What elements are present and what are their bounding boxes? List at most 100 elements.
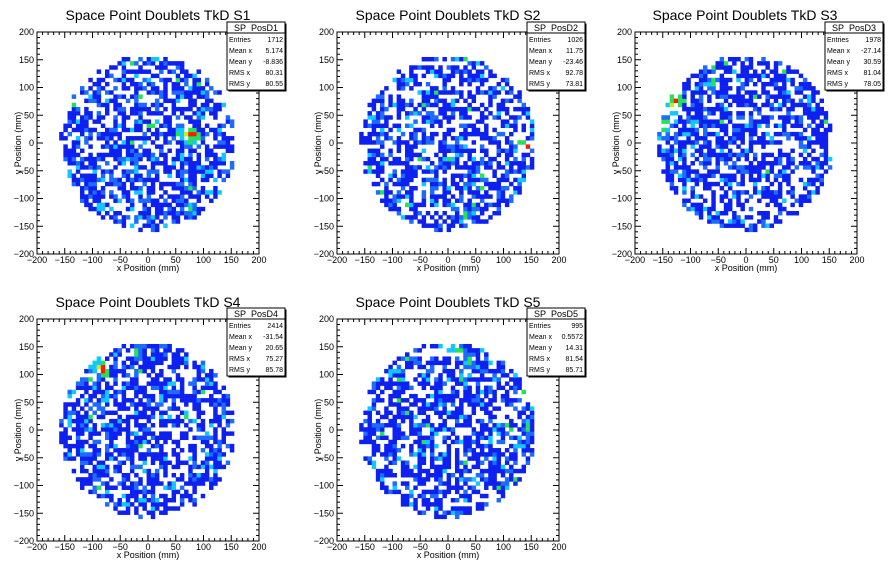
- heatmap-bin: [138, 186, 143, 191]
- heatmap-bin: [396, 140, 402, 145]
- heatmap-bin: [67, 123, 72, 129]
- heatmap-bin: [479, 119, 485, 124]
- heatmap-bin: [732, 219, 737, 224]
- heatmap-bin: [467, 423, 472, 428]
- heatmap-bin: [200, 106, 206, 112]
- heatmap-bin: [682, 140, 687, 145]
- heatmap-bin: [463, 389, 468, 395]
- heatmap-bin: [154, 406, 160, 411]
- heatmap-bin: [146, 173, 152, 178]
- heatmap-bin: [434, 468, 439, 474]
- heatmap-bin: [752, 156, 758, 162]
- heatmap-bin: [109, 148, 114, 154]
- heatmap-bin: [819, 161, 824, 166]
- heatmap-bin: [475, 127, 481, 133]
- heatmap-bin: [209, 385, 214, 391]
- heatmap-bin: [811, 119, 816, 124]
- heatmap-bin: [765, 161, 770, 166]
- heatmap-bin: [171, 98, 177, 104]
- heatmap-bin: [794, 115, 800, 120]
- heatmap-bin: [707, 219, 712, 224]
- heatmap-bin: [740, 111, 745, 116]
- heatmap-bin: [175, 86, 181, 91]
- heatmap-bin: [63, 123, 68, 129]
- heatmap-bin: [196, 427, 202, 432]
- heatmap-bin: [171, 90, 177, 95]
- heatmap-bin: [421, 385, 427, 391]
- heatmap-bin: [488, 410, 493, 416]
- heatmap-bin: [188, 190, 193, 195]
- heatmap-bin: [694, 131, 700, 137]
- heatmap-bin: [192, 86, 197, 91]
- heatmap-bin: [71, 456, 77, 461]
- heatmap-bin: [521, 165, 526, 170]
- heatmap-bin: [117, 452, 122, 457]
- heatmap-bin: [773, 156, 779, 162]
- heatmap-bin: [471, 219, 477, 224]
- heatmap-bin: [134, 435, 139, 441]
- heatmap-bin: [673, 165, 679, 170]
- heatmap-bin: [727, 156, 733, 162]
- heatmap-bin: [100, 215, 106, 220]
- heatmap-bin: [484, 202, 489, 208]
- heatmap-bin: [125, 115, 131, 120]
- heatmap-bin: [213, 439, 218, 445]
- heatmap-bin: [761, 86, 766, 91]
- heatmap-bin: [125, 148, 131, 154]
- heatmap-bin: [171, 389, 177, 395]
- heatmap-bin: [84, 389, 89, 395]
- heatmap-bin: [421, 119, 427, 124]
- stats-label: Entries: [229, 323, 251, 330]
- heatmap-bin: [404, 161, 410, 166]
- heatmap-bin: [463, 481, 468, 486]
- heatmap-bin: [467, 418, 472, 424]
- heatmap-bin: [134, 423, 139, 428]
- heatmap-bin: [146, 106, 152, 112]
- heatmap-bin: [715, 131, 720, 137]
- heatmap-bin: [150, 90, 156, 95]
- heatmap-bin: [396, 69, 402, 74]
- heatmap-bin: [150, 156, 156, 162]
- heatmap-bin: [179, 393, 185, 399]
- heatmap-bin: [702, 186, 708, 191]
- axis-ticks: −200 −150 −100 −50 0 50 100 150 200−200−150−100−…: [314, 27, 567, 265]
- heatmap-bin: [463, 497, 468, 503]
- heatmap-bin: [413, 127, 418, 133]
- heatmap-bin: [175, 169, 181, 174]
- heatmap-bin: [192, 98, 197, 104]
- heatmap-bin: [669, 102, 675, 108]
- heatmap-bin: [84, 477, 89, 482]
- heatmap-bin: [525, 448, 531, 453]
- heatmap-bin: [392, 452, 397, 457]
- heatmap-bin: [815, 173, 820, 178]
- heatmap-bin: [417, 373, 422, 378]
- heatmap-bin: [719, 86, 725, 91]
- heatmap-bin: [192, 123, 197, 129]
- heatmap-bin: [471, 489, 477, 495]
- heatmap-bin: [459, 90, 464, 95]
- heatmap-bin: [192, 418, 197, 424]
- heatmap-bin: [773, 161, 779, 166]
- heatmap-bin: [484, 352, 489, 357]
- heatmap-bin: [509, 368, 514, 374]
- heatmap-bin: [104, 140, 110, 145]
- heatmap-bin: [504, 393, 510, 399]
- heatmap-bin: [163, 410, 168, 416]
- heatmap-bin: [479, 219, 485, 224]
- heatmap-bin: [196, 115, 202, 120]
- heatmap-bin: [384, 406, 389, 411]
- heatmap-bin: [363, 439, 368, 445]
- heatmap-bin: [371, 385, 377, 391]
- heatmap-bin: [421, 493, 427, 499]
- heatmap-bin: [129, 468, 135, 474]
- heatmap-bin: [396, 364, 402, 370]
- heatmap-bin: [159, 161, 164, 166]
- heatmap-bin: [409, 194, 414, 199]
- heatmap-bin: [138, 152, 143, 158]
- heatmap-bin: [171, 131, 177, 137]
- heatmap-bin: [748, 144, 754, 149]
- heatmap-bin: [113, 364, 118, 370]
- heatmap-bin: [113, 198, 118, 203]
- heatmap-bin: [442, 493, 447, 499]
- heatmap-bin: [434, 210, 439, 216]
